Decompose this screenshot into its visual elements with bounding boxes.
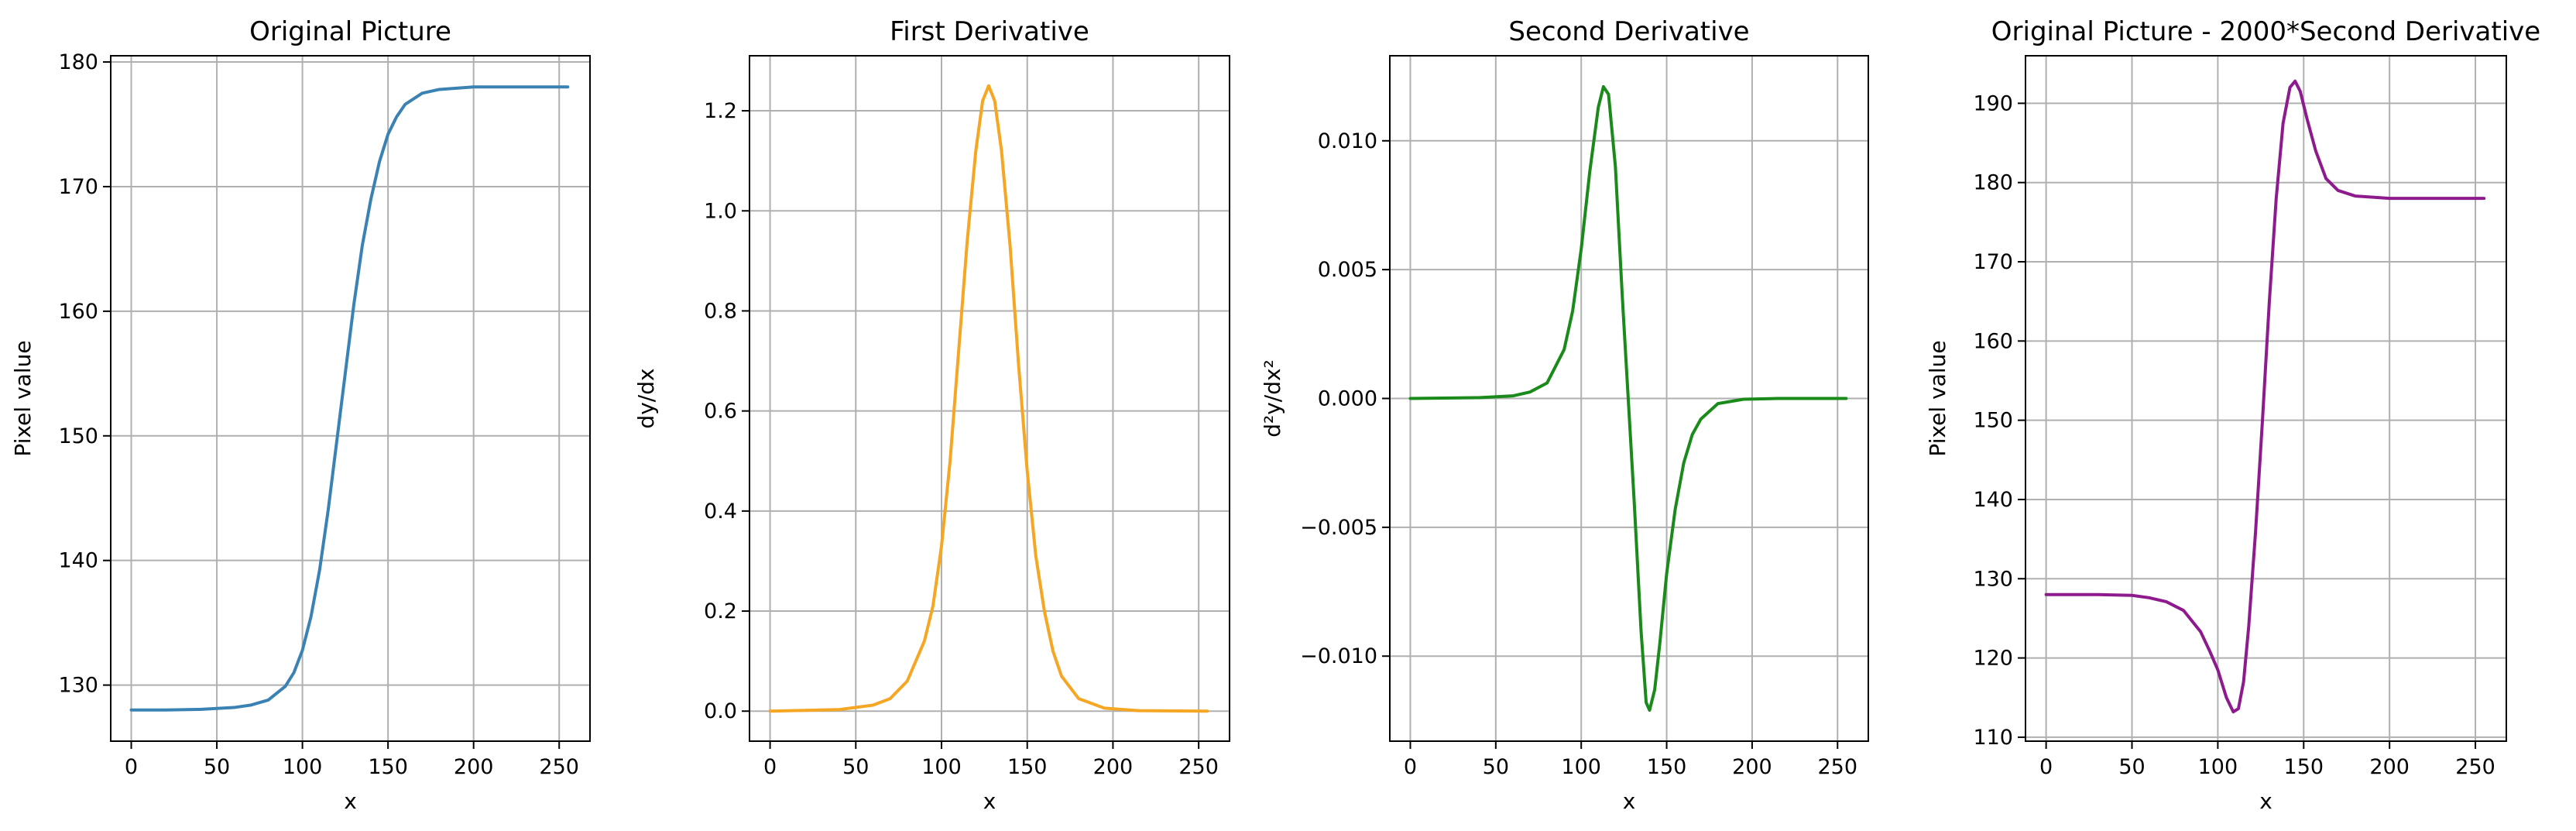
chart-2-xtick-label-3: 150 — [1007, 755, 1048, 779]
chart-1-xtick-label-3: 150 — [368, 755, 408, 779]
chart-4-ytick-label-2: 130 — [1973, 567, 2013, 591]
chart-4-ytick-label-6: 170 — [1973, 250, 2013, 274]
chart-1: 0 50 100 150 200 250 130 140 150 160 170 180 Origina… — [10, 16, 591, 814]
chart-4-title: Original Picture - 2000*Second Derivativ… — [1991, 16, 2540, 47]
chart-2-ytick-label-4: 0.8 — [704, 299, 737, 323]
chart-1-ytick-label-1: 140 — [58, 549, 98, 573]
chart-3-ytick-label-4: 0.010 — [1318, 129, 1377, 153]
chart-1-xtick-label-4: 200 — [454, 755, 494, 779]
chart-2-ytick-label-1: 0.2 — [704, 599, 737, 623]
chart-4-ytick-label-3: 140 — [1973, 488, 2013, 512]
chart-4-ytick-label-7: 180 — [1973, 171, 2013, 195]
chart-1-ytick-label-4: 170 — [58, 175, 98, 199]
chart-4-xtick-label-1: 50 — [2118, 755, 2145, 779]
chart-2: 0 50 100 150 200 250 0.0 0.2 0.4 0.6 0.8 1.0 1.2 Firs… — [633, 16, 1230, 814]
chart-1-title: Original Picture — [249, 16, 451, 47]
chart-2-xtick-label-2: 100 — [921, 755, 962, 779]
chart-1-axes-frame — [110, 55, 591, 742]
chart-4-xtick-label-2: 100 — [2198, 755, 2238, 779]
chart-4-xtick-label-3: 150 — [2284, 755, 2324, 779]
chart-1-ytick-label-3: 160 — [58, 300, 98, 324]
chart-2-ytick-label-3: 0.6 — [704, 400, 737, 424]
chart-2-ytick-label-6: 1.2 — [704, 99, 737, 123]
chart-4-axes-frame — [2025, 55, 2507, 742]
chart-1-xtick-label-5: 250 — [539, 755, 579, 779]
chart-1-series-line-1 — [129, 85, 570, 712]
chart-4-xtick-label-0: 0 — [2039, 755, 2053, 779]
chart-1-ylabel: Pixel value — [10, 340, 36, 456]
chart-4-xtick-label-4: 200 — [2369, 755, 2410, 779]
chart-2-xtick-label-5: 250 — [1178, 755, 1219, 779]
chart-4-ytick-label-0: 110 — [1973, 726, 2013, 750]
chart-3-xtick-label-2: 100 — [1561, 755, 1601, 779]
chart-4-ytick-label-8: 190 — [1973, 91, 2013, 115]
chart-4-xlabel: x — [2259, 788, 2272, 814]
chart-4-ytick-label-4: 150 — [1973, 409, 2013, 433]
chart-3-xlabel: x — [1623, 788, 1636, 814]
chart-2-xtick-label-0: 0 — [763, 755, 777, 779]
chart-3-ylabel: d²y/dx² — [1260, 359, 1285, 438]
chart-3-ytick-label-1: −0.005 — [1300, 516, 1377, 540]
chart-2-xtick-label-1: 50 — [842, 755, 869, 779]
chart-4: 0 50 100 150 200 250 110 120 130 140 150 160 170 180 1… — [1925, 16, 2540, 814]
chart-4-ytick-label-5: 160 — [1973, 329, 2013, 353]
chart-2-ytick-label-0: 0.0 — [704, 699, 737, 723]
chart-3-xtick-label-5: 250 — [1817, 755, 1857, 779]
chart-2-ylabel: dy/dx — [633, 368, 659, 428]
chart-1-ytick-label-5: 180 — [58, 50, 98, 74]
chart-3-ytick-label-3: 0.005 — [1318, 258, 1377, 282]
chart-1-ytick-label-0: 130 — [58, 674, 98, 698]
chart-2-ytick-label-2: 0.4 — [704, 500, 737, 524]
chart-2-xlabel: x — [983, 788, 996, 814]
chart-3-xtick-label-1: 50 — [1483, 755, 1509, 779]
chart-1-xtick-label-1: 50 — [204, 755, 230, 779]
chart-4-series-line-1 — [2044, 79, 2486, 714]
chart-3: 0 50 100 150 200 250 −0.010 −0.005 0.000 0.005 0.0… — [1260, 16, 1869, 814]
chart-3-xtick-label-0: 0 — [1404, 755, 1417, 779]
chart-1-xlabel: x — [344, 788, 357, 814]
chart-3-title: Second Derivative — [1508, 16, 1749, 47]
chart-3-xtick-label-4: 200 — [1732, 755, 1772, 779]
chart-1-xtick-label-2: 100 — [283, 755, 323, 779]
chart-2-title: First Derivative — [890, 16, 1089, 47]
chart-2-axes-frame — [749, 55, 1230, 742]
chart-3-xtick-label-3: 150 — [1647, 755, 1687, 779]
chart-2-ytick-label-5: 1.0 — [704, 199, 737, 223]
chart-1-ytick-label-2: 150 — [58, 424, 98, 448]
chart-3-ytick-label-0: −0.010 — [1300, 644, 1377, 668]
chart-4-ytick-label-1: 120 — [1973, 647, 2013, 671]
chart-2-series-line-1 — [768, 84, 1209, 713]
chart-2-xtick-label-4: 200 — [1093, 755, 1134, 779]
chart-4-ylabel: Pixel value — [1925, 340, 1950, 456]
chart-4-xtick-label-5: 250 — [2455, 755, 2495, 779]
chart-3-series-line-1 — [1408, 84, 1848, 713]
chart-1-xtick-label-0: 0 — [125, 755, 138, 779]
chart-3-ytick-label-2: 0.000 — [1318, 387, 1377, 411]
